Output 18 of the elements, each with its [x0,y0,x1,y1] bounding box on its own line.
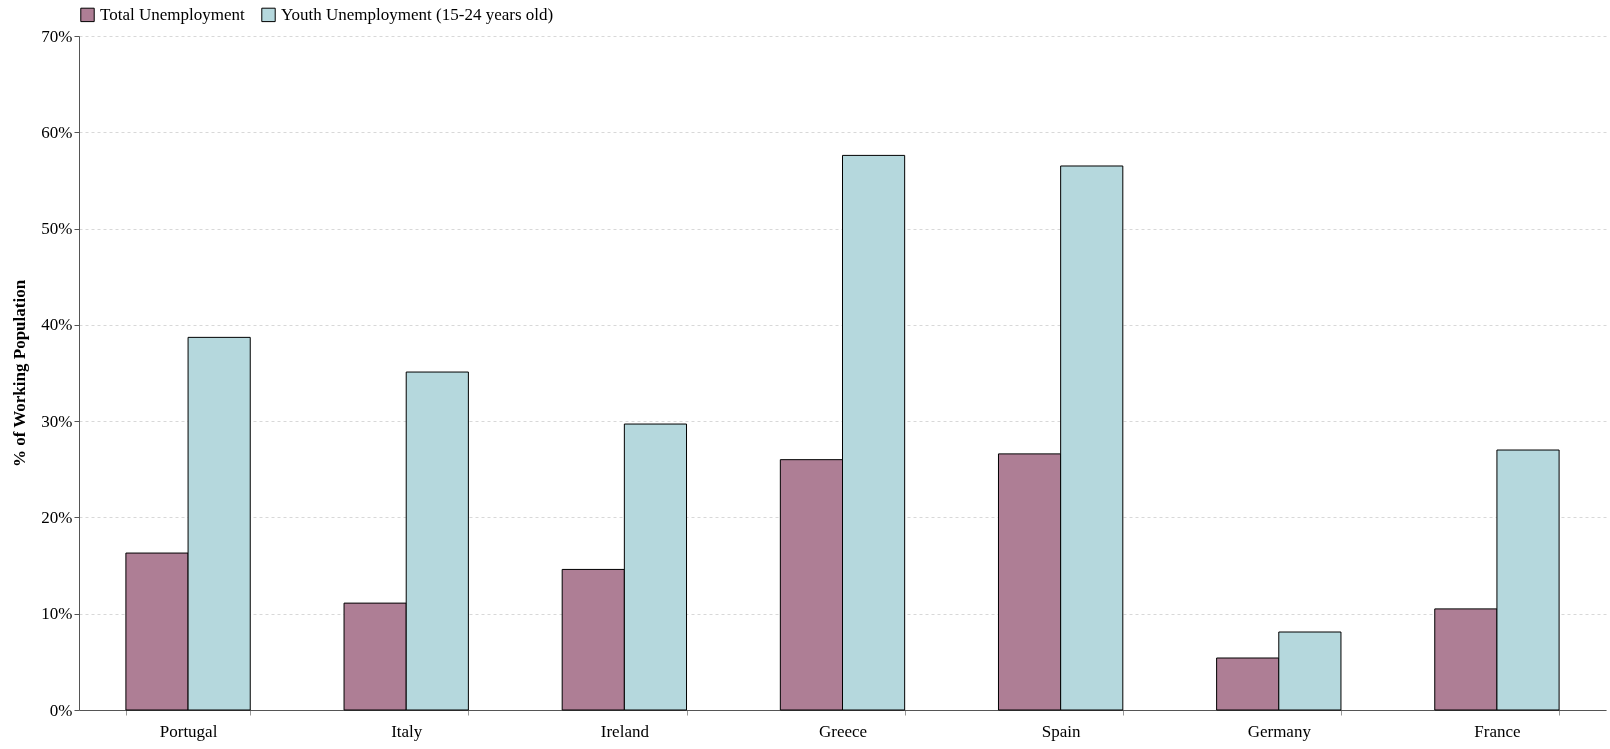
x-tick-label: Portugal [159,721,218,741]
y-tick-label: 20% [41,507,73,527]
y-tick-label: 40% [41,315,73,335]
legend-label: Total Unemployment [100,4,245,24]
x-tick-label: Greece [818,721,868,741]
x-tick-label: Germany [1247,721,1312,741]
y-axis-title: % of Working Population [10,279,30,468]
y-tick-label: 50% [41,219,73,239]
x-tick-label: France [1474,721,1521,741]
y-tick-label: 30% [41,411,73,431]
x-tick-label: Italy [391,721,423,741]
y-tick-label: 70% [41,26,73,46]
x-tick-label: Spain [1041,721,1081,741]
y-tick-label: 60% [41,122,73,142]
legend-label: Youth Unemployment (15-24 years old) [281,4,554,24]
x-tick-label: Ireland [600,721,650,741]
y-tick-label: 10% [41,604,73,624]
y-tick-label: 0% [49,700,73,720]
